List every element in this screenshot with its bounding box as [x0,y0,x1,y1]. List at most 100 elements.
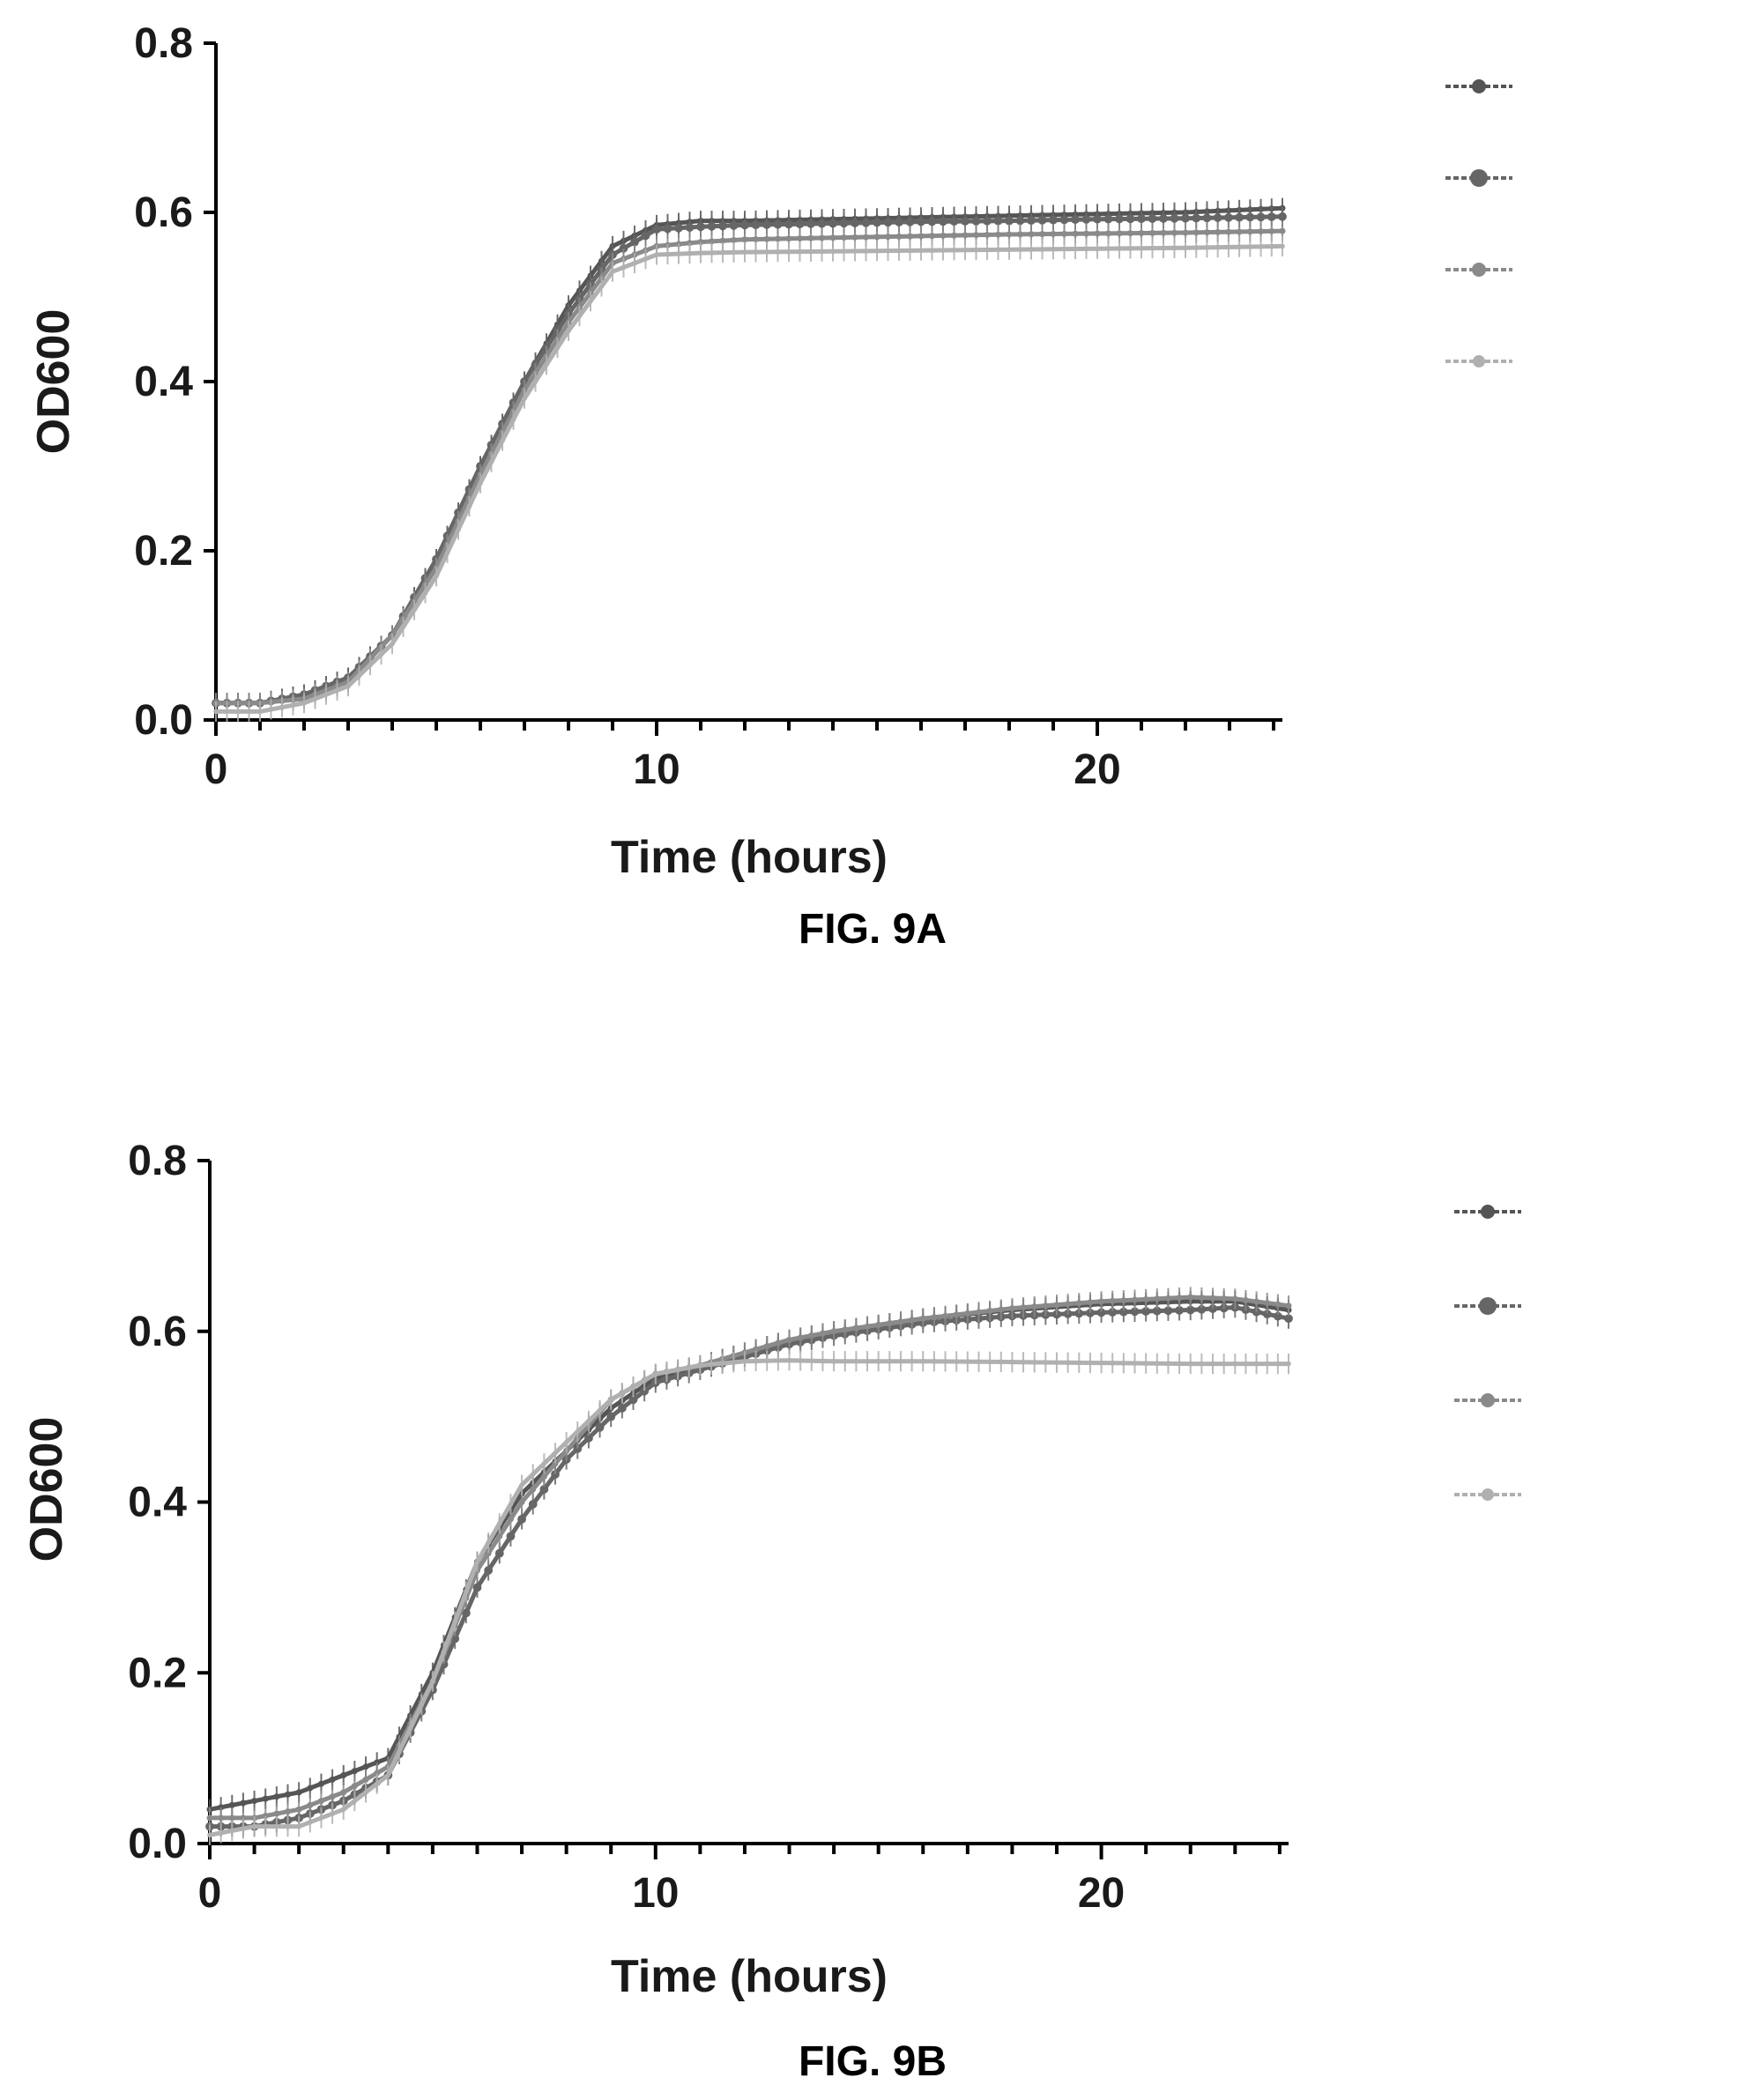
data-point [795,219,805,229]
data-point [863,234,869,241]
data-point [741,236,748,243]
data-point [241,1826,246,1831]
data-point [731,249,737,256]
data-point [1154,1295,1161,1302]
data-point [905,217,915,226]
data-point [942,1359,948,1364]
data-point [356,672,362,679]
x-axis-label: Time (hours) [611,832,888,883]
data-point [620,1391,625,1396]
data-point [486,1540,491,1546]
data-point [676,251,681,256]
data-point [1075,1300,1082,1307]
data-point [1208,1304,1217,1313]
data-point [1043,1360,1049,1365]
data-point [829,234,836,241]
legend-swatch-marker [1473,355,1485,367]
legend-swatch-marker [1481,1393,1495,1407]
data-point [1199,1361,1205,1367]
data-point [786,1336,793,1343]
data-point [1215,228,1222,235]
data-point [1108,1308,1118,1317]
data-point [731,236,737,243]
data-point [240,1799,247,1807]
data-point [1031,1303,1038,1310]
data-point [1061,230,1067,237]
data-point [1215,244,1221,250]
data-point [488,459,494,464]
data-point [852,249,858,254]
data-point [1138,230,1145,237]
data-point [885,234,891,241]
data-point [961,217,970,226]
data-point [784,219,793,229]
data-point [484,1566,494,1575]
data-point [507,1516,514,1523]
data-point [776,1358,781,1363]
data-point [709,250,715,256]
data-point [696,222,705,232]
data-point [820,1358,826,1364]
data-point [1280,243,1285,249]
legend-item: 1uM [1445,169,1512,187]
data-point [927,217,937,226]
data-point [397,1749,402,1755]
x-tick-label: 0 [198,1870,222,1917]
data-point [797,249,803,255]
legend-swatch-marker [1482,1488,1494,1501]
data-point [1274,1301,1282,1308]
data-point [975,1309,982,1316]
data-point [575,1428,581,1435]
data-point [1142,1295,1149,1302]
data-point [608,1397,614,1403]
data-point [993,216,1003,226]
data-point [1165,1361,1171,1367]
data-point [841,249,847,254]
data-point [235,709,241,715]
data-point [1117,246,1122,251]
data-point [1268,227,1275,234]
data-point [1098,1360,1104,1366]
data-point [1115,214,1124,224]
data-point [551,1470,560,1479]
data-point [830,1328,837,1335]
data-point [962,232,969,239]
y-tick-label: 0.2 [134,528,193,575]
data-point [929,248,935,253]
data-point [224,709,230,715]
data-point [1020,1304,1027,1311]
data-point [740,220,749,230]
data-point [1137,214,1146,224]
data-point [883,218,893,227]
data-point [1143,1361,1148,1366]
data-point [500,438,505,444]
y-tick-label: 0.0 [134,697,193,744]
legend-item: 10uM [1454,1205,1521,1219]
data-point [729,220,739,230]
data-point [218,1814,225,1822]
data-point [1236,228,1243,235]
data-point [973,232,979,239]
data-point [1049,215,1058,225]
data-point [763,235,770,242]
data-point [412,607,417,612]
series-line [210,1305,1289,1829]
data-point [742,1358,747,1364]
data-point [817,219,827,228]
data-point [698,250,703,256]
data-point [598,284,605,289]
data-point [632,260,637,266]
data-point [1170,213,1179,223]
data-point [274,1823,279,1829]
data-point [1209,1295,1216,1302]
data-point [1027,216,1036,226]
data-point [368,662,373,668]
data-point [1221,1295,1228,1302]
data-point [828,219,837,228]
data-point [285,1823,291,1829]
data-point [213,709,219,715]
data-point [1132,1361,1138,1366]
series-line [216,205,1283,706]
data-point [917,217,925,226]
data-point [345,683,351,689]
